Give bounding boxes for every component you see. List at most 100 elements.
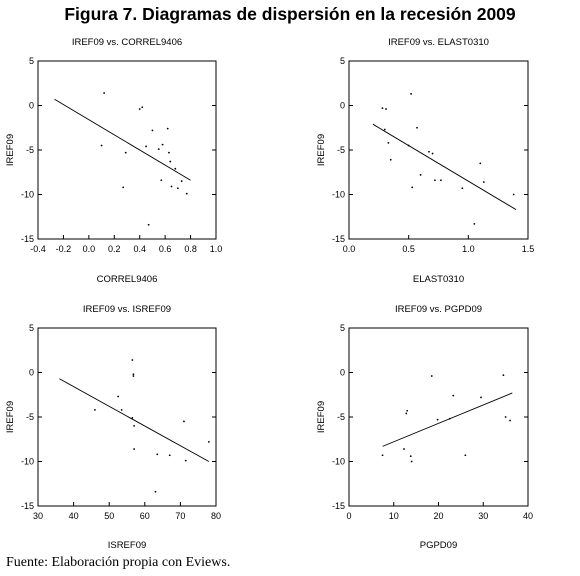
x-tick-label: 0.2	[108, 244, 121, 254]
source-note: Fuente: Elaboración propia con Eviews.	[6, 555, 231, 570]
x-axis-label: PGPD09	[420, 540, 458, 551]
plot-frame	[37, 60, 217, 240]
regression-line	[382, 392, 513, 447]
data-point	[502, 374, 505, 377]
x-tick-label: 80	[211, 511, 221, 521]
data-point	[138, 108, 141, 110]
data-point	[131, 359, 134, 361]
x-tick-label: 20	[433, 511, 443, 521]
x-axis-label: ISREF09	[108, 540, 147, 551]
data-point	[434, 179, 436, 182]
data-point	[389, 158, 392, 161]
data-point	[94, 408, 96, 411]
data-point	[480, 396, 482, 399]
data-point	[464, 454, 467, 457]
data-point	[133, 425, 136, 427]
data-point	[161, 143, 164, 146]
x-axis-label: CORREL9406	[97, 274, 158, 285]
data-point	[174, 167, 177, 170]
data-point	[117, 395, 119, 398]
x-tick-label: 40	[69, 511, 79, 521]
data-point	[132, 373, 135, 376]
y-axis-label: IREF09	[5, 401, 16, 433]
data-point	[383, 128, 386, 131]
y-tick-label: 5	[340, 323, 345, 333]
y-tick-label: -5	[337, 412, 345, 422]
y-tick-label: -5	[26, 412, 34, 422]
y-tick-label: -5	[26, 145, 34, 155]
data-point	[439, 179, 442, 182]
data-point	[448, 417, 451, 420]
plot-frame	[348, 327, 529, 507]
x-tick-label: 0.4	[133, 244, 146, 254]
data-point	[122, 186, 125, 189]
regression-line	[372, 123, 517, 211]
plot-frame	[37, 327, 217, 507]
data-point	[132, 375, 135, 377]
data-point	[406, 409, 409, 412]
x-tick-label: -0.2	[56, 244, 72, 254]
data-point	[100, 144, 103, 147]
data-point	[151, 129, 154, 132]
x-tick-label: -0.4	[30, 244, 46, 254]
data-point	[154, 490, 157, 493]
data-point	[405, 412, 408, 415]
data-point	[168, 454, 171, 457]
data-point	[156, 453, 159, 456]
plot-title: IREF09 vs. CORREL9406	[72, 37, 182, 48]
scatter-plot-2: IREF09 vs. ELAST0310 ELAST0310 IREF09 0.0 0.…	[316, 37, 534, 285]
data-point	[403, 448, 405, 450]
data-point	[183, 420, 185, 423]
data-point	[509, 419, 511, 422]
x-tick-label: 1.5	[522, 244, 535, 254]
y-tick-label: -10	[21, 457, 34, 467]
y-axis-label: IREF09	[316, 134, 327, 166]
y-tick-label: 5	[340, 56, 345, 66]
y-tick-label: -15	[332, 234, 345, 244]
data-point	[131, 416, 134, 419]
x-tick-label: 0.8	[184, 244, 197, 254]
data-point	[176, 187, 179, 190]
data-point	[120, 408, 123, 411]
y-tick-label: -10	[332, 190, 345, 200]
data-point	[160, 179, 163, 182]
data-point	[430, 375, 433, 377]
data-point	[473, 222, 476, 225]
data-point	[185, 192, 188, 195]
data-point	[419, 174, 422, 176]
data-point	[145, 145, 147, 148]
plot-title: IREF09 vs. ELAST0310	[388, 37, 489, 48]
data-point	[410, 460, 413, 463]
plot-title: IREF09 vs. PGPD09	[395, 304, 482, 315]
scatter-plot-1: IREF09 vs. CORREL9406 CORREL9406 IREF09 -0.…	[5, 37, 222, 285]
y-tick-label: 5	[29, 323, 34, 333]
x-tick-label: 0.5	[402, 244, 415, 254]
data-point	[166, 127, 169, 130]
y-tick-label: -5	[337, 145, 345, 155]
data-point	[207, 441, 210, 443]
x-tick-label: 60	[140, 511, 150, 521]
y-tick-label: 0	[29, 101, 34, 111]
data-point	[504, 416, 507, 418]
y-tick-label: 0	[340, 368, 345, 378]
y-tick-label: -10	[21, 190, 34, 200]
x-tick-label: 1.0	[210, 244, 223, 254]
data-point	[133, 448, 136, 450]
data-point	[436, 418, 439, 421]
x-tick-label: 30	[478, 511, 488, 521]
data-point	[385, 108, 387, 110]
data-point	[184, 459, 187, 462]
data-point	[407, 144, 410, 147]
data-point	[452, 394, 455, 397]
x-tick-label: 40	[523, 511, 533, 521]
x-tick-label: 0.6	[159, 244, 172, 254]
y-tick-label: 0	[340, 101, 345, 111]
data-point	[411, 186, 414, 189]
data-point	[381, 454, 384, 457]
data-point	[169, 160, 172, 163]
data-point	[124, 151, 127, 154]
data-point	[168, 151, 170, 154]
data-point	[416, 126, 418, 129]
